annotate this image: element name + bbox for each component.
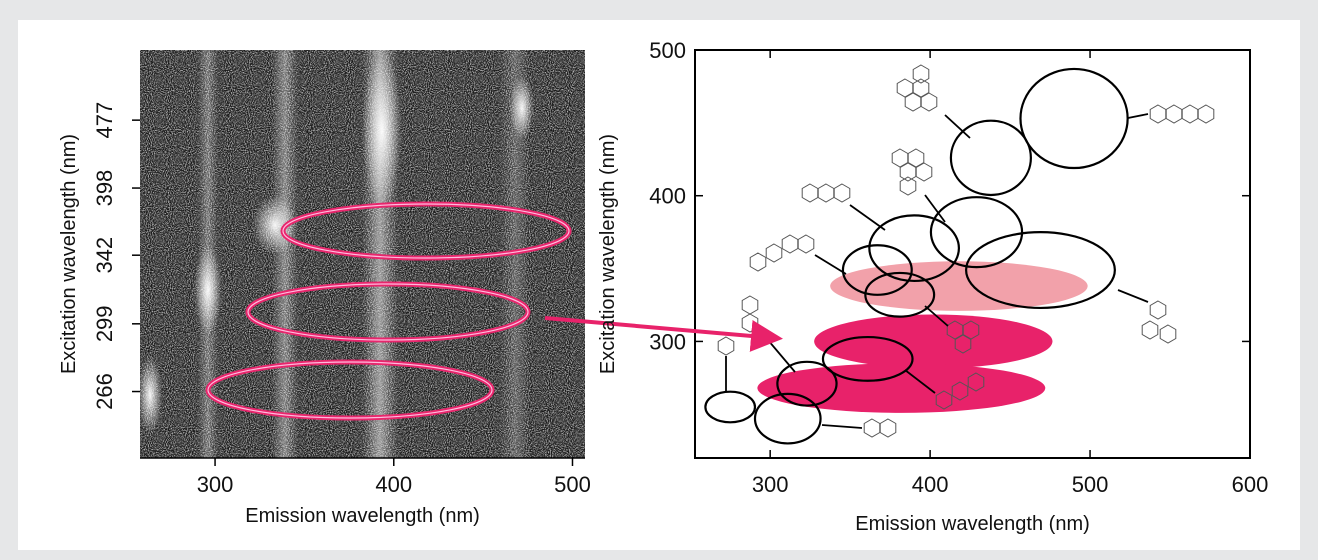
y-axis-label: Excitation wavelength (nm): [597, 134, 619, 374]
ellipse: [814, 314, 1052, 368]
y-tick-label: 300: [649, 329, 686, 354]
x-tick-label: 400: [375, 472, 412, 497]
x-tick-label: 500: [1072, 472, 1109, 497]
x-tick-label: 500: [554, 472, 591, 497]
y-tick-label: 342: [92, 237, 117, 274]
y-axis-label: Excitation wavelength (nm): [58, 134, 80, 374]
y-tick-label: 477: [92, 102, 117, 139]
x-tick-label: 600: [1232, 472, 1269, 497]
y-tick-label: 266: [92, 373, 117, 410]
x-tick-label: 400: [912, 472, 949, 497]
page: 300 400 500 266 299 342 398 477 Emission wavelen…: [0, 0, 1318, 560]
figure: 300 400 500 266 299 342 398 477 Emission wavelen…: [0, 0, 1318, 560]
y-tick-label: 500: [649, 38, 686, 63]
x-tick-label: 300: [752, 472, 789, 497]
x-tick-label: 300: [197, 472, 234, 497]
x-axis-label: Emission wavelength (nm): [855, 513, 1090, 535]
y-tick-label: 299: [92, 305, 117, 342]
y-tick-label: 400: [649, 184, 686, 209]
y-tick-label: 398: [92, 170, 117, 207]
x-axis-label: Emission wavelength (nm): [245, 505, 480, 527]
